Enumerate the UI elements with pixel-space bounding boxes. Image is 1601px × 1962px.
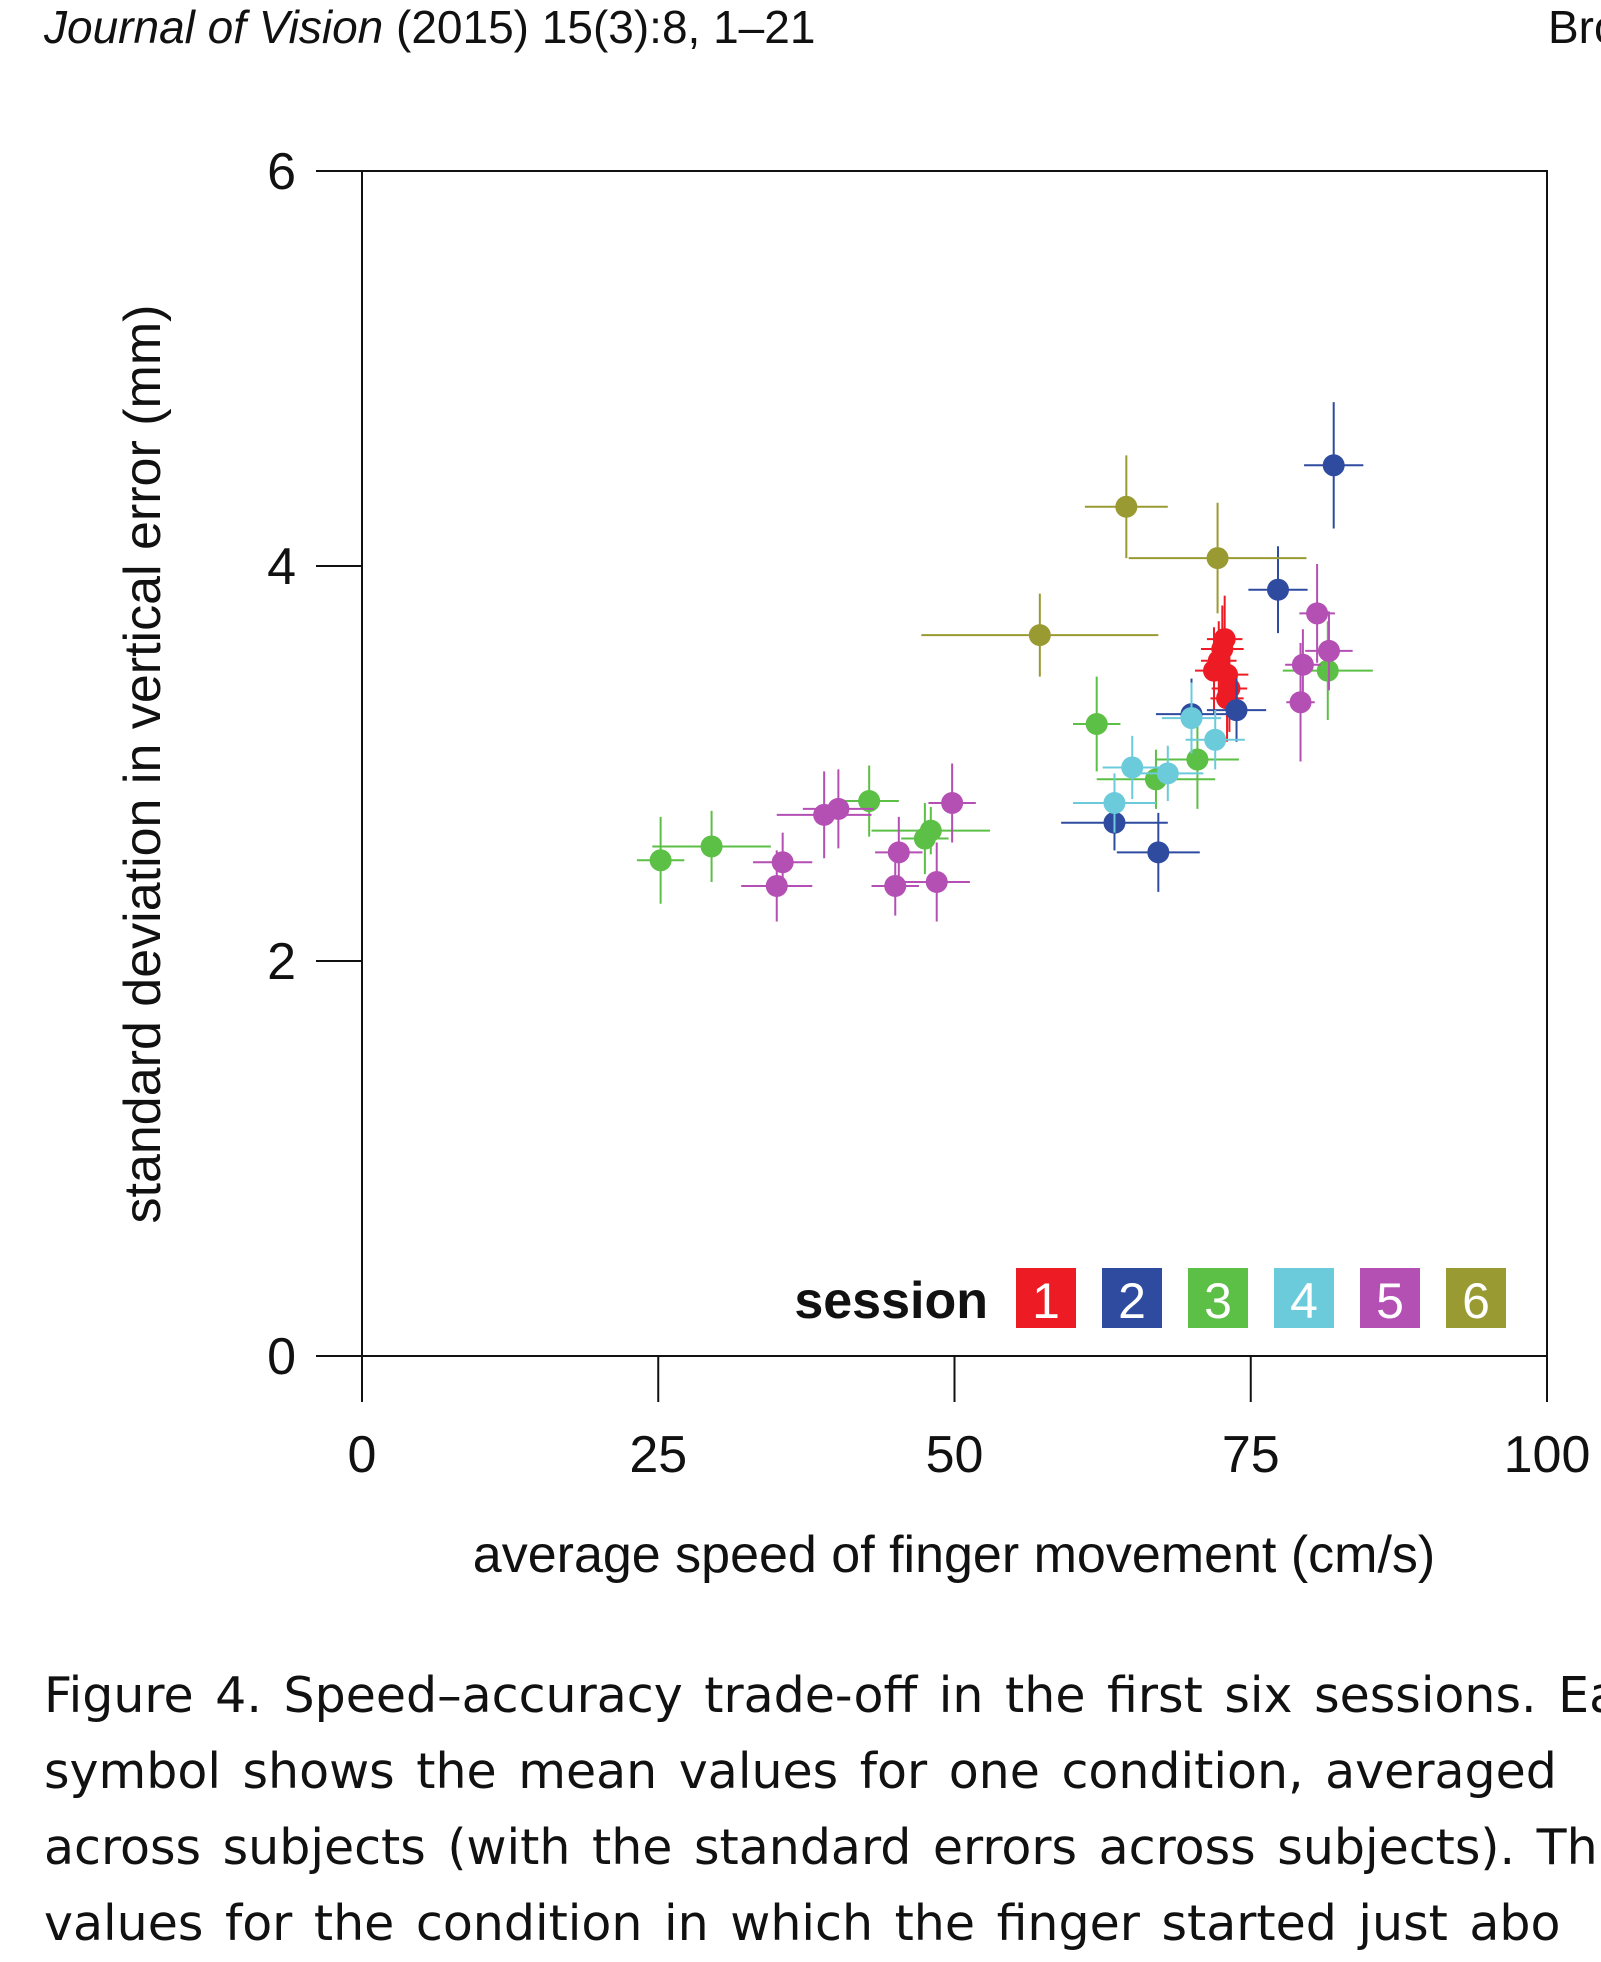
legend-label: 1 bbox=[1032, 1273, 1060, 1329]
x-tick-label: 75 bbox=[1222, 1426, 1280, 1484]
series-5 bbox=[741, 564, 1353, 922]
data-point bbox=[1206, 547, 1229, 570]
data-point bbox=[1317, 639, 1340, 662]
caption-line: symbol shows the mean values for one con… bbox=[44, 1743, 1557, 1800]
data-point bbox=[1322, 454, 1345, 477]
y-tick-label: 0 bbox=[267, 1328, 296, 1386]
data-point bbox=[1147, 841, 1170, 864]
data-point bbox=[1204, 728, 1227, 751]
legend: session 1 2 3 4 5 6 bbox=[794, 1268, 1506, 1330]
data-point bbox=[1186, 748, 1209, 771]
plot-area-frame bbox=[361, 170, 1548, 1357]
speed-accuracy-chart: 0 2 4 6 0 25 50 75 100 session 1 2 3 4 5 6 average spe… bbox=[114, 143, 1590, 1584]
legend-swatch-5 bbox=[1360, 1268, 1420, 1328]
data-point bbox=[827, 797, 850, 820]
x-tick-label: 100 bbox=[1504, 1426, 1591, 1484]
series-6 bbox=[921, 455, 1307, 677]
data-point bbox=[1225, 699, 1248, 722]
x-tick-label: 50 bbox=[926, 1426, 984, 1484]
data-point bbox=[1316, 659, 1339, 682]
running-header: Journal of Vision (2015) 15(3):8, 1–21 bbox=[44, 0, 815, 54]
series-3 bbox=[636, 621, 1373, 904]
legend-swatch-3 bbox=[1188, 1268, 1248, 1328]
data-point bbox=[1121, 756, 1144, 779]
series-1 bbox=[1195, 595, 1249, 742]
legend-swatch-4 bbox=[1274, 1268, 1334, 1328]
data-point bbox=[1156, 762, 1179, 785]
caption-line: Figure 4. Speed–accuracy trade-off in th… bbox=[44, 1667, 1601, 1724]
data-point bbox=[919, 819, 942, 842]
data-point bbox=[700, 835, 723, 858]
caption-line: values for the condition in which the fi… bbox=[44, 1895, 1561, 1952]
legend-label: 4 bbox=[1290, 1273, 1318, 1329]
data-point bbox=[649, 849, 672, 872]
legend-label: 2 bbox=[1118, 1273, 1146, 1329]
legend-swatch-6 bbox=[1446, 1268, 1506, 1328]
legend-label: 6 bbox=[1462, 1273, 1490, 1329]
data-point bbox=[858, 790, 881, 813]
data-point bbox=[1028, 624, 1051, 647]
journal-name: Journal of Vision bbox=[44, 1, 384, 53]
x-tick-label: 25 bbox=[629, 1426, 687, 1484]
legend-title: session bbox=[794, 1272, 988, 1330]
legend-swatch-1 bbox=[1016, 1268, 1076, 1328]
data-point bbox=[1103, 792, 1126, 814]
legend-label: 3 bbox=[1204, 1273, 1232, 1329]
data-point bbox=[1115, 495, 1138, 518]
x-tick-label: 0 bbox=[348, 1426, 377, 1484]
data-point bbox=[925, 871, 948, 893]
data-point bbox=[1306, 602, 1329, 625]
x-axis-label: average speed of finger movement (cm/s) bbox=[473, 1526, 1435, 1584]
data-point bbox=[1085, 713, 1108, 735]
data-point bbox=[1180, 707, 1203, 730]
data-point bbox=[941, 792, 964, 814]
data-point bbox=[1291, 653, 1314, 676]
legend-swatch-2 bbox=[1102, 1268, 1162, 1328]
y-tick-label: 4 bbox=[267, 538, 296, 596]
data-point bbox=[1267, 578, 1290, 601]
citation: (2015) 15(3):8, 1–21 bbox=[396, 1, 816, 53]
y-axis-label: standard deviation in vertical error (mm… bbox=[114, 305, 172, 1224]
data-point bbox=[887, 841, 910, 864]
series-4 bbox=[1073, 682, 1245, 833]
data-point bbox=[884, 874, 907, 897]
figure-caption: Figure 4. Speed–accuracy trade-off in th… bbox=[44, 1658, 1601, 1962]
legend-label: 5 bbox=[1376, 1273, 1404, 1329]
data-point bbox=[1289, 691, 1312, 714]
author-header: Bro bbox=[1548, 1, 1601, 53]
caption-line: across subjects (with the standard error… bbox=[44, 1819, 1598, 1876]
data-point bbox=[765, 874, 788, 897]
y-tick-label: 2 bbox=[267, 933, 296, 991]
y-tick-label: 6 bbox=[267, 143, 296, 201]
data-point bbox=[771, 851, 794, 874]
data-series bbox=[636, 402, 1373, 922]
